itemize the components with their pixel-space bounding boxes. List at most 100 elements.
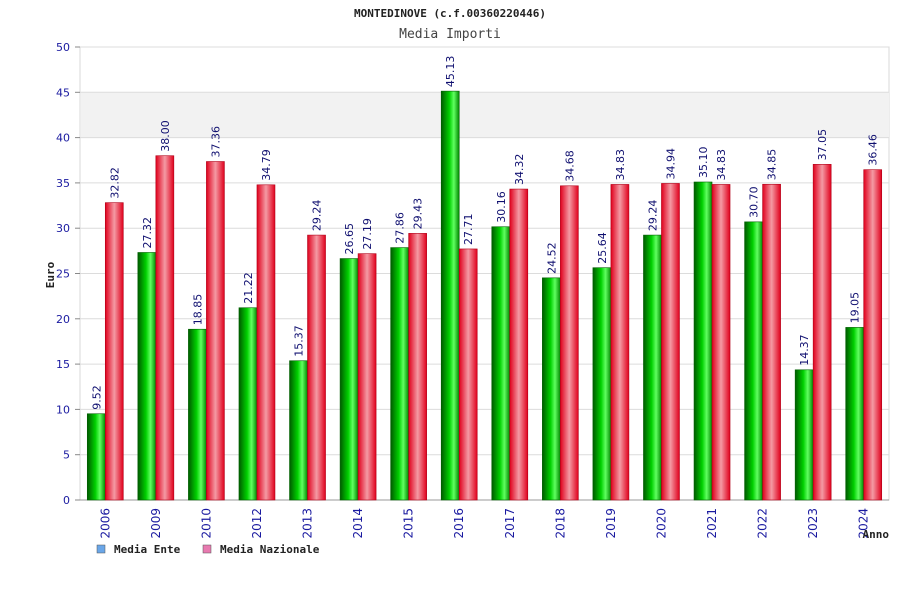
bar-media-ente-2020 — [643, 234, 662, 501]
x-axis-label: Anno — [863, 528, 890, 541]
bar-media-ente-2006 — [86, 413, 106, 501]
bar-media-ente-2015 — [390, 247, 409, 501]
x-tick-label-2022: 2022 — [756, 508, 770, 539]
bar-media-nazionale-2006 — [104, 202, 124, 501]
bar-media-ente-2010 — [188, 328, 207, 501]
legend-swatch-media-ente — [96, 544, 106, 554]
value-label-media-nazionale-2010: 37.36 — [209, 126, 222, 158]
x-tick-label-2010: 2010 — [199, 508, 213, 539]
y-tick-label: 35 — [56, 177, 70, 190]
value-label-media-ente-2013: 15.37 — [293, 325, 306, 357]
x-tick-label-2015: 2015 — [402, 508, 416, 539]
x-tick-label-2012: 2012 — [250, 508, 264, 539]
bar-media-nazionale-2015 — [408, 233, 427, 501]
value-label-media-ente-2022: 30.70 — [748, 186, 761, 218]
bar-media-nazionale-2023 — [812, 164, 832, 501]
y-tick-label: 20 — [56, 313, 70, 326]
bar-media-ente-2022 — [744, 221, 763, 501]
value-label-media-ente-2014: 26.65 — [343, 223, 356, 255]
value-label-media-nazionale-2012: 34.79 — [260, 149, 273, 181]
y-tick-label: 10 — [56, 403, 70, 416]
bar-media-nazionale-2014 — [357, 253, 377, 501]
x-tick-label-2020: 2020 — [654, 508, 668, 539]
x-tick-label-2023: 2023 — [806, 508, 820, 539]
legend-label-media-nazionale: Media Nazionale — [220, 543, 320, 556]
value-label-media-nazionale-2022: 34.85 — [766, 149, 779, 181]
x-tick-label-2019: 2019 — [604, 508, 618, 539]
value-label-media-ente-2023: 14.37 — [798, 334, 811, 366]
bar-media-nazionale-2019 — [610, 184, 630, 501]
bar-media-ente-2009 — [137, 252, 157, 501]
bar-media-ente-2017 — [491, 226, 511, 501]
value-label-media-ente-2009: 27.32 — [141, 217, 154, 249]
value-label-media-nazionale-2016: 27.71 — [462, 213, 475, 245]
value-label-media-ente-2012: 21.22 — [242, 272, 255, 304]
bar-media-ente-2024 — [845, 327, 865, 501]
y-tick-label: 5 — [63, 449, 70, 462]
y-axis-ticks: 0 5 10 15 20 25 30 35 40 45 50 — [56, 41, 80, 507]
value-label-media-ente-2010: 18.85 — [191, 294, 204, 326]
value-label-media-ente-2020: 29.24 — [646, 200, 659, 232]
x-axis-ticks: 2006 2009 2010 2012 2013 2014 2015 2016 2017 2018… — [98, 508, 870, 539]
x-tick-label-2013: 2013 — [301, 508, 315, 539]
y-tick-label: 25 — [56, 268, 70, 281]
x-tick-label-2014: 2014 — [351, 508, 365, 539]
bar-media-nazionale-2013 — [307, 234, 326, 501]
y-tick-label: 40 — [56, 132, 70, 145]
y-tick-label: 30 — [56, 222, 70, 235]
bar-media-ente-2023 — [794, 369, 814, 501]
y-tick-label: 15 — [56, 358, 70, 371]
legend: Media Ente Media Nazionale — [96, 543, 320, 556]
legend-swatch-media-nazionale — [202, 544, 212, 554]
bar-media-ente-2016 — [440, 90, 460, 501]
value-label-media-nazionale-2009: 38.00 — [159, 120, 172, 152]
x-tick-label-2009: 2009 — [149, 508, 163, 539]
value-label-media-nazionale-2018: 34.68 — [563, 150, 576, 182]
value-label-media-nazionale-2019: 34.83 — [614, 149, 627, 181]
x-tick-label-2018: 2018 — [553, 508, 567, 539]
value-labels: 9.52 32.82 27.32 38.00 18.85 37.36 21.22 34.79 1… — [90, 56, 879, 410]
x-tick-label-2017: 2017 — [503, 508, 517, 539]
bar-media-nazionale-2016 — [458, 248, 478, 501]
x-tick-label-2006: 2006 — [98, 508, 112, 539]
value-label-media-nazionale-2017: 34.32 — [513, 154, 526, 186]
bar-media-ente-2021 — [693, 181, 713, 501]
legend-label-media-ente: Media Ente — [114, 543, 181, 556]
value-label-media-ente-2017: 30.16 — [495, 191, 508, 223]
bar-media-ente-2012 — [238, 307, 258, 501]
bar-media-nazionale-2024 — [863, 169, 883, 501]
value-label-media-ente-2015: 27.86 — [394, 212, 407, 244]
value-label-media-nazionale-2020: 34.94 — [664, 148, 677, 180]
value-label-media-ente-2021: 35.10 — [697, 146, 710, 178]
bar-media-nazionale-2022 — [762, 183, 781, 501]
value-label-media-nazionale-2006: 32.82 — [108, 167, 121, 199]
chart-subtitle: Media Importi — [399, 27, 501, 42]
y-tick-label: 0 — [63, 494, 70, 507]
grid-band — [81, 92, 889, 138]
bar-media-nazionale-2012 — [256, 184, 276, 501]
value-label-media-ente-2006: 9.52 — [90, 385, 103, 410]
bar-media-ente-2014 — [339, 258, 359, 501]
bar-media-ente-2013 — [289, 360, 308, 501]
bar-media-nazionale-2020 — [661, 183, 680, 501]
bar-media-nazionale-2021 — [711, 184, 731, 501]
value-label-media-nazionale-2021: 34.83 — [715, 149, 728, 181]
bar-media-nazionale-2009 — [155, 155, 175, 501]
value-label-media-ente-2024: 19.05 — [849, 292, 862, 324]
x-tick-label-2024: 2024 — [857, 508, 871, 539]
value-label-media-ente-2018: 24.52 — [545, 242, 558, 274]
y-tick-label: 45 — [56, 86, 70, 99]
bar-media-nazionale-2017 — [509, 188, 529, 501]
bars — [86, 90, 883, 501]
chart-title: MONTEDINOVE (c.f.00360220446) — [354, 7, 546, 20]
x-tick-label-2016: 2016 — [452, 508, 466, 539]
value-label-media-nazionale-2015: 29.43 — [412, 198, 425, 230]
x-tick-label-2021: 2021 — [705, 508, 719, 539]
y-axis-label: Euro — [44, 261, 57, 288]
value-label-media-nazionale-2024: 36.46 — [867, 134, 880, 166]
value-label-media-ente-2019: 25.64 — [596, 232, 609, 264]
y-tick-label: 50 — [56, 41, 70, 54]
value-label-media-nazionale-2023: 37.05 — [816, 129, 829, 161]
bar-media-nazionale-2010 — [206, 161, 225, 501]
